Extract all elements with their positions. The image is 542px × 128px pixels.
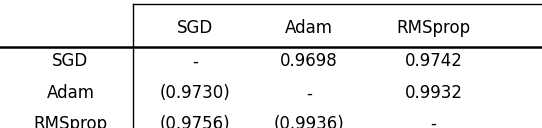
Text: (0.9730): (0.9730) — [160, 84, 230, 102]
Text: -: - — [306, 84, 312, 102]
Text: SGD: SGD — [177, 19, 213, 37]
Text: SGD: SGD — [53, 52, 88, 70]
Text: (0.9756): (0.9756) — [160, 115, 230, 128]
Text: -: - — [192, 52, 198, 70]
Text: -: - — [431, 115, 436, 128]
Text: Adam: Adam — [285, 19, 333, 37]
Text: 0.9698: 0.9698 — [280, 52, 338, 70]
Text: RMSprop: RMSprop — [397, 19, 470, 37]
Text: 0.9932: 0.9932 — [404, 84, 463, 102]
Text: RMSprop: RMSprop — [34, 115, 107, 128]
Text: (0.9936): (0.9936) — [274, 115, 344, 128]
Text: Adam: Adam — [47, 84, 94, 102]
Text: 0.9742: 0.9742 — [405, 52, 462, 70]
